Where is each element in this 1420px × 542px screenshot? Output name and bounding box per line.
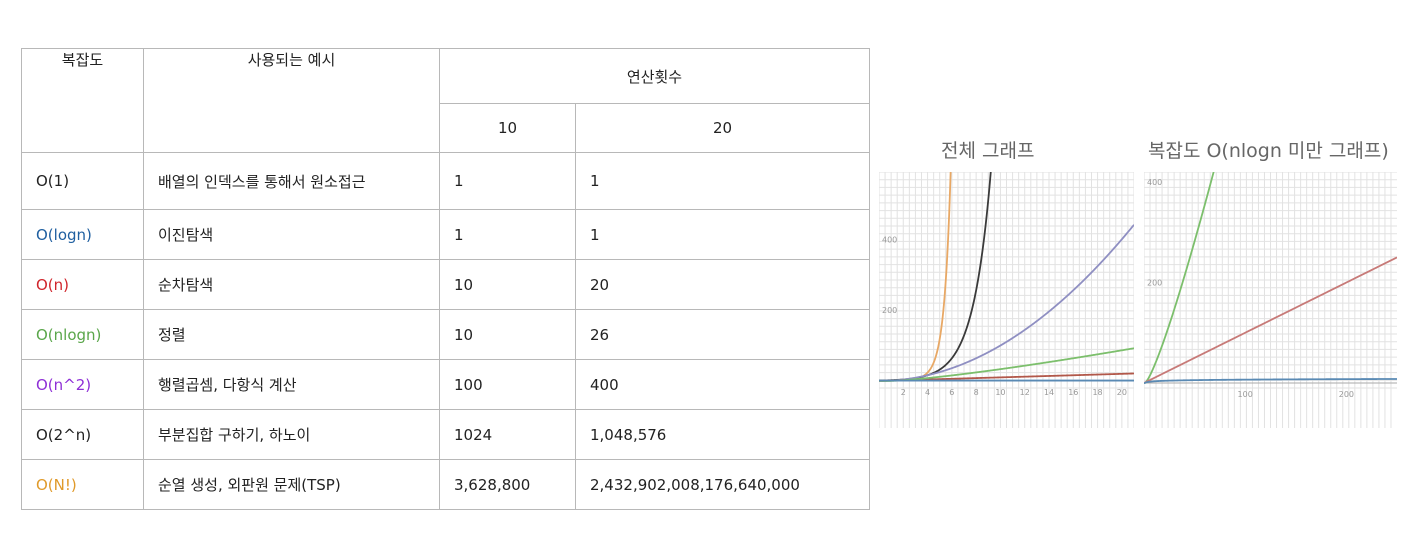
header-complexity: 복잡도 [21, 48, 144, 153]
header-n20: 20 [575, 103, 870, 153]
x-tick-label: 14 [1044, 388, 1054, 397]
x-tick-label: 10 [995, 388, 1005, 397]
ops-n10-cell: 3,628,800 [439, 459, 576, 510]
header-example: 사용되는 예시 [143, 48, 440, 153]
y-tick-label: 200 [1147, 279, 1162, 288]
header-n10: 10 [439, 103, 576, 153]
table-row: O(logn) 이진탐색 1 1 [21, 209, 870, 260]
complexity-cell: O(n^2) [21, 359, 144, 410]
table-row: O(1) 배열의 인덱스를 통해서 원소접근 1 1 [21, 152, 870, 210]
x-tick-label: 6 [949, 388, 954, 397]
table-body: O(1) 배열의 인덱스를 통해서 원소접근 1 1 O(logn) 이진탐색 1 1 O(n)… [21, 152, 870, 510]
series-line-nlogn [1144, 172, 1215, 384]
series-line-linear [1144, 256, 1397, 384]
x-tick-label: 20 [1117, 388, 1127, 397]
series-line-nlogn [879, 347, 1134, 382]
chart-all: 200 400 2 4 6 8 10 12 14 16 18 20 [879, 172, 1134, 428]
chart-grid [879, 172, 1134, 428]
example-cell: 부분집합 구하기, 하노이 [143, 409, 440, 460]
y-tick-label: 200 [882, 306, 897, 315]
complexity-table: 복잡도 사용되는 예시 연산횟수 10 20 O(1) 배열의 인덱스를 통해서 … [21, 48, 870, 510]
series-line-log [1144, 378, 1397, 384]
ops-n10-cell: 1024 [439, 409, 576, 460]
table-row: O(n^2) 행렬곱셈, 다항식 계산 100 400 [21, 359, 870, 410]
ops-n20-cell: 400 [575, 359, 870, 410]
table-row: O(2^n) 부분집합 구하기, 하노이 1024 1,048,576 [21, 409, 870, 460]
x-tick-label: 18 [1092, 388, 1102, 397]
complexity-cell: O(N!) [21, 459, 144, 510]
x-tick-label: 200 [1339, 390, 1354, 399]
ops-n20-cell: 2,432,902,008,176,640,000 [575, 459, 870, 510]
ops-n10-cell: 10 [439, 259, 576, 310]
chart-title-sub: 복잡도 O(nlogn 미만 그래프) [1148, 140, 1389, 162]
ops-n20-cell: 1,048,576 [575, 409, 870, 460]
complexity-cell: O(nlogn) [21, 309, 144, 360]
table-row: O(N!) 순열 생성, 외판원 문제(TSP) 3,628,800 2,432,90… [21, 459, 870, 510]
chart-sub: 200 400 100 200 [1144, 172, 1397, 428]
example-cell: 행렬곱셈, 다항식 계산 [143, 359, 440, 410]
example-cell: 순열 생성, 외판원 문제(TSP) [143, 459, 440, 510]
complexity-cell: O(1) [21, 152, 144, 210]
chart-grid [1144, 172, 1397, 428]
ops-n10-cell: 1 [439, 152, 576, 210]
x-tick-label: 16 [1068, 388, 1078, 397]
series-line-square [879, 224, 1134, 382]
y-tick-label: 400 [882, 235, 897, 244]
table-row: O(nlogn) 정렬 10 26 [21, 309, 870, 360]
ops-n20-cell: 1 [575, 152, 870, 210]
complexity-cell: O(n) [21, 259, 144, 310]
complexity-cell: O(2^n) [21, 409, 144, 460]
header-ops: 연산횟수 [439, 48, 870, 104]
chart-title-all: 전체 그래프 [941, 140, 1035, 162]
x-tick-label: 12 [1020, 388, 1030, 397]
ops-n10-cell: 10 [439, 309, 576, 360]
example-cell: 이진탐색 [143, 209, 440, 260]
x-tick-label: 4 [925, 388, 930, 397]
ops-n10-cell: 100 [439, 359, 576, 410]
ops-n10-cell: 1 [439, 209, 576, 260]
ops-n20-cell: 26 [575, 309, 870, 360]
example-cell: 순차탐색 [143, 259, 440, 310]
ops-n20-cell: 20 [575, 259, 870, 310]
x-tick-label: 100 [1238, 390, 1253, 399]
x-tick-label: 8 [974, 388, 979, 397]
x-tick-label: 2 [901, 388, 906, 397]
table-row: O(n) 순차탐색 10 20 [21, 259, 870, 310]
example-cell: 정렬 [143, 309, 440, 360]
example-cell: 배열의 인덱스를 통해서 원소접근 [143, 152, 440, 210]
ops-n20-cell: 1 [575, 209, 870, 260]
complexity-cell: O(logn) [21, 209, 144, 260]
y-tick-label: 400 [1147, 178, 1162, 187]
